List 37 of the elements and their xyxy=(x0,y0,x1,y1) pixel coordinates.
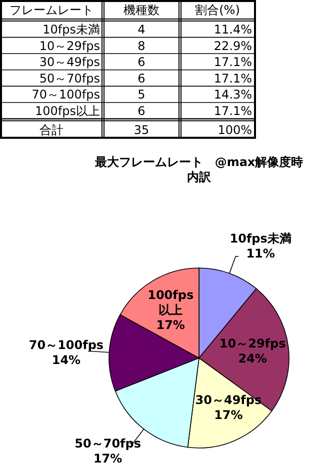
data-label: 6 xyxy=(138,55,146,70)
data-label: 17% xyxy=(93,451,122,466)
text: 合計 xyxy=(40,122,64,137)
category-label: 70～100fps xyxy=(32,88,100,102)
data-label: 14.3% xyxy=(214,88,252,102)
data-label: 17% xyxy=(214,408,243,422)
slice-label: 70～100fps xyxy=(28,338,104,352)
category-label: 50～70fps xyxy=(39,71,100,86)
category-label: 10～29fps xyxy=(39,38,100,53)
data-label: 17.1% xyxy=(214,104,252,118)
data-label: 6 xyxy=(138,104,146,118)
data-label: 5 xyxy=(138,88,146,102)
text: 割合(%) xyxy=(195,3,240,17)
data-label: 4 xyxy=(138,22,146,36)
data-label: 11.4% xyxy=(214,22,252,36)
category-label: 10fps未満 xyxy=(42,22,100,36)
series-label: 機種数 xyxy=(124,3,160,17)
data-label: 8 xyxy=(138,38,146,53)
data-label: 14% xyxy=(52,353,81,368)
chart-title: 最大フレームレート @max解像度時 xyxy=(94,155,304,169)
slice-label: 50～70fps xyxy=(74,436,141,450)
slice-label: 10fps未満 xyxy=(230,231,292,246)
data-label: 6 xyxy=(138,71,146,86)
category-label: 30～49fps xyxy=(39,55,100,70)
text: 100% xyxy=(218,122,252,137)
slice-label: 10～29fps xyxy=(219,336,286,351)
chart-subtitle: 内訳 xyxy=(187,170,212,184)
data-label: 17% xyxy=(156,318,185,332)
data-label: 17.1% xyxy=(214,55,252,70)
text: フレームレート xyxy=(10,3,94,17)
slice-label: 100fps以上 xyxy=(148,288,194,317)
category-label: 100fps以上 xyxy=(35,104,100,118)
data-label: 22.9% xyxy=(214,38,252,53)
data-label: 24% xyxy=(238,352,267,366)
data-label: 17.1% xyxy=(214,71,252,86)
text: 35 xyxy=(134,122,150,137)
data-label: 11% xyxy=(246,246,275,260)
